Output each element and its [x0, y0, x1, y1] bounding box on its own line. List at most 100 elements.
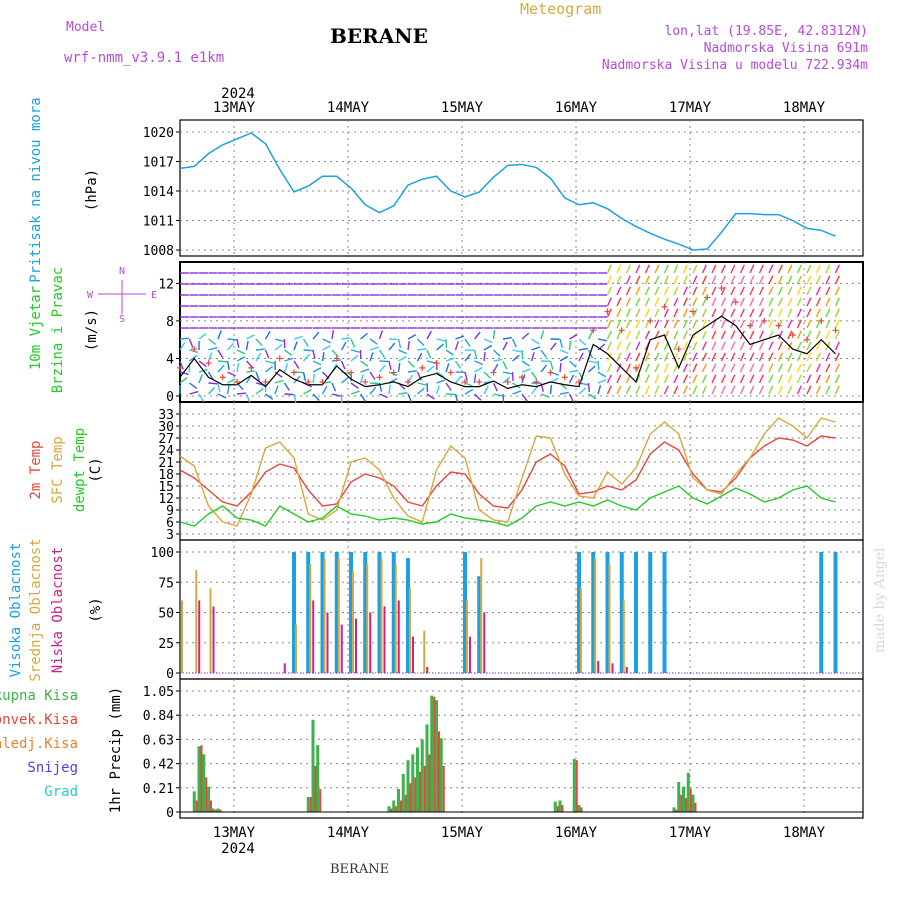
- wind-barb: [720, 286, 726, 296]
- wind-barb: [426, 349, 432, 359]
- wind-barb: [777, 319, 783, 329]
- wind-barb: [226, 360, 230, 370]
- wind-barb: [635, 341, 641, 351]
- wind-barb: [644, 286, 650, 296]
- compass-south: S: [119, 314, 125, 325]
- wind-barb: [236, 356, 246, 362]
- date-label-top: 17MAY: [669, 100, 712, 116]
- precip-conv-bar: [319, 788, 322, 812]
- wind-barb: [825, 330, 831, 340]
- wind-gust-marker: [433, 360, 440, 367]
- wind-barb: [407, 334, 417, 340]
- wind-barb: [511, 371, 514, 382]
- precip-total-bar: [425, 724, 429, 812]
- wind-barb: [606, 275, 612, 285]
- wind-barb: [673, 308, 679, 318]
- wind-barb: [179, 377, 188, 384]
- wind-barb: [815, 275, 821, 285]
- wind-barb: [616, 275, 622, 285]
- wind-barb: [692, 297, 698, 307]
- model-name: wrf-nmm_v3.9.1 e1km: [64, 50, 225, 66]
- wind-barb: [692, 308, 698, 318]
- wind-gust-marker: [191, 346, 198, 353]
- wind-barb: [625, 319, 631, 329]
- wind-barb: [625, 352, 631, 362]
- wind-barb: [796, 297, 802, 307]
- wind-barb: [217, 360, 228, 363]
- wind-gust-marker: [348, 369, 354, 376]
- wind-barb: [777, 352, 783, 362]
- cloud-bar-2: [312, 600, 315, 673]
- wind-barb: [815, 352, 821, 362]
- wind-barb: [777, 264, 783, 274]
- wind-barb: [834, 330, 840, 340]
- wind-barb: [673, 341, 679, 351]
- wind-barb: [189, 390, 199, 395]
- wind-barb: [198, 333, 207, 340]
- wind-gust-marker: [333, 355, 340, 362]
- watermark: made by Angel: [872, 547, 888, 654]
- wind-barb: [398, 349, 408, 355]
- wind-barb: [815, 363, 821, 373]
- wind-barb: [787, 319, 793, 329]
- wind-barb: [454, 375, 462, 384]
- wind-barb: [265, 393, 274, 400]
- wind-barb: [502, 341, 508, 351]
- y-tick-label: 0.84: [143, 709, 174, 724]
- y-tick-label: 50: [158, 607, 174, 622]
- cloud-bar-0: [619, 552, 624, 673]
- y-tick-label: 12: [158, 277, 174, 292]
- wind-barb: [464, 382, 474, 388]
- wind-barb: [711, 341, 717, 351]
- wind-barb: [350, 354, 359, 362]
- wind-barb: [388, 360, 392, 370]
- wind-barb: [701, 308, 707, 318]
- wind-barb: [321, 385, 328, 395]
- wind-barb: [483, 344, 493, 351]
- wind-barb: [796, 363, 802, 373]
- precip-conv-bar: [433, 696, 436, 812]
- wind-barb: [654, 385, 660, 395]
- wind-gust-marker: [234, 378, 240, 385]
- cloud-bar-1: [622, 600, 625, 673]
- cloud-bar-0: [634, 552, 638, 673]
- precip-conv-bar: [685, 798, 687, 812]
- wind-barb: [293, 341, 298, 351]
- wind-barb: [312, 349, 316, 359]
- precip-conv-bar: [419, 771, 421, 812]
- wind-barb: [654, 275, 660, 285]
- wind-barb: [673, 275, 679, 285]
- wind-barb: [227, 371, 236, 377]
- wind-barb: [768, 341, 774, 351]
- wind-barb: [796, 308, 802, 318]
- cloud-bar-1: [295, 624, 297, 673]
- precip-legend-4: Grad: [44, 784, 78, 800]
- wind-barb: [749, 286, 755, 296]
- precip-conv-bar: [423, 765, 426, 812]
- wind-barb: [502, 336, 512, 340]
- wind-barb: [521, 374, 526, 384]
- wind-barb: [720, 374, 726, 384]
- wind-barb: [730, 385, 736, 395]
- wind-barb: [597, 371, 607, 378]
- wind-barb: [692, 275, 698, 285]
- wind-barb: [663, 363, 669, 373]
- panel-frame: [179, 401, 864, 541]
- wind-barb: [616, 374, 622, 384]
- high-cloud-axis-title: Visoka Oblacnost: [8, 543, 24, 678]
- wind-barb: [825, 385, 831, 395]
- cloud-bar-2: [397, 600, 400, 673]
- wind-barb: [815, 297, 821, 307]
- wind-barb: [255, 352, 262, 362]
- wind-barb: [806, 352, 812, 362]
- cloud-bar-1: [480, 558, 483, 673]
- wind-barb: [635, 385, 641, 395]
- wind-barb: [730, 330, 736, 340]
- wind-barb: [189, 355, 198, 362]
- wind-barb: [369, 346, 379, 351]
- wind-barb: [512, 354, 520, 362]
- precip-conv-bar: [210, 800, 212, 812]
- year-label-bottom: 2024: [221, 841, 255, 857]
- wind-barb: [739, 286, 745, 296]
- cloud-bar-1: [394, 564, 397, 673]
